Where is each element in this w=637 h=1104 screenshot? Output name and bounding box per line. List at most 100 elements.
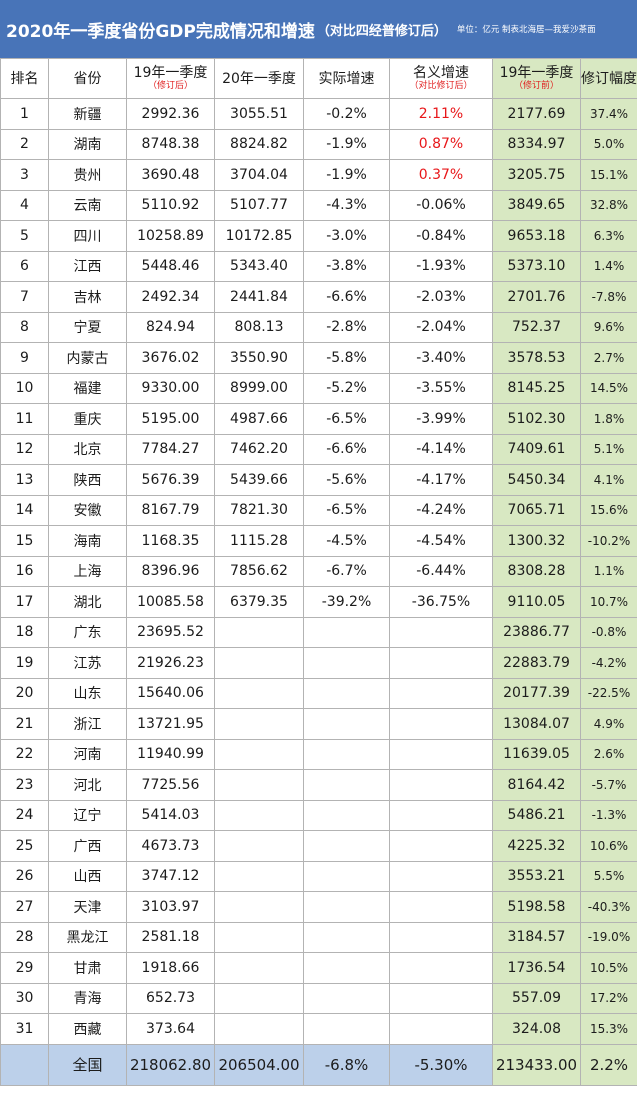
table-row: 2 湖南 8748.38 8824.82 -1.9% 0.87% 8334.97 5.0% xyxy=(0,128,637,160)
cell-rev: 6.3% xyxy=(580,220,637,252)
cell-rev: -4.2% xyxy=(580,647,637,679)
cell-gdp19: 8167.79 xyxy=(126,494,215,526)
cell-gdp19: 10085.58 xyxy=(126,586,215,618)
header-province: 省份 xyxy=(48,58,127,99)
cell-rev: 5.1% xyxy=(580,433,637,465)
cell-gdp19: 2992.36 xyxy=(126,98,215,130)
cell-rev: -7.8% xyxy=(580,281,637,313)
cell-orig: 7065.71 xyxy=(492,494,581,526)
gdp-table: 排名 省份 19年一季度 （修订后） 20年一季度 实际增速 名义增速 （对比修订后… xyxy=(0,58,637,1086)
cell-gdp20 xyxy=(214,799,304,831)
cell-rank: 3 xyxy=(0,159,49,191)
cell-province: 宁夏 xyxy=(48,311,127,343)
cell-gdp20 xyxy=(214,830,304,862)
cell-real xyxy=(303,891,390,923)
cell-gdp20 xyxy=(214,616,304,648)
cell-gdp19: 2581.18 xyxy=(126,921,215,953)
cell-real xyxy=(303,921,390,953)
cell-orig: 324.08 xyxy=(492,1013,581,1045)
header-nominal-growth: 名义增速 （对比修订后） xyxy=(389,58,493,99)
cell-rank: 20 xyxy=(0,677,49,709)
total-province: 全国 xyxy=(48,1043,127,1086)
table-row: 20 山东 15640.06 20177.39 -22.5% xyxy=(0,677,637,709)
cell-gdp19: 23695.52 xyxy=(126,616,215,648)
cell-province: 山东 xyxy=(48,677,127,709)
table-row: 5 四川 10258.89 10172.85 -3.0% -0.84% 9653.18 6.3… xyxy=(0,220,637,252)
table-row: 19 江苏 21926.23 22883.79 -4.2% xyxy=(0,647,637,679)
table-row: 9 内蒙古 3676.02 3550.90 -5.8% -3.40% 3578.53 2.7% xyxy=(0,342,637,374)
table-row: 28 黑龙江 2581.18 3184.57 -19.0% xyxy=(0,921,637,953)
cell-gdp19: 3690.48 xyxy=(126,159,215,191)
cell-gdp20: 3704.04 xyxy=(214,159,304,191)
cell-rev: 15.6% xyxy=(580,494,637,526)
cell-province: 山西 xyxy=(48,860,127,892)
cell-rev: 37.4% xyxy=(580,98,637,130)
total-rank xyxy=(0,1043,49,1086)
cell-rank: 1 xyxy=(0,98,49,130)
cell-rank: 18 xyxy=(0,616,49,648)
cell-rank: 23 xyxy=(0,769,49,801)
cell-province: 广西 xyxy=(48,830,127,862)
total-nominal: -5.30% xyxy=(389,1043,493,1086)
cell-rev: -10.2% xyxy=(580,525,637,557)
cell-gdp20: 6379.35 xyxy=(214,586,304,618)
cell-rank: 5 xyxy=(0,220,49,252)
table-row: 13 陕西 5676.39 5439.66 -5.6% -4.17% 5450.34 4.1% xyxy=(0,464,637,496)
cell-rev: 2.6% xyxy=(580,738,637,770)
header-gdp19: 19年一季度 （修订后） xyxy=(126,58,215,99)
cell-orig: 4225.32 xyxy=(492,830,581,862)
cell-nominal xyxy=(389,738,493,770)
table-row: 16 上海 8396.96 7856.62 -6.7% -6.44% 8308.28 1.1% xyxy=(0,555,637,587)
table-row: 27 天津 3103.97 5198.58 -40.3% xyxy=(0,891,637,923)
title-note: （对比四经普修订后） xyxy=(316,23,447,39)
cell-nominal: -3.40% xyxy=(389,342,493,374)
header-revision: 修订幅度 xyxy=(580,58,637,99)
table-row: 24 辽宁 5414.03 5486.21 -1.3% xyxy=(0,799,637,831)
cell-gdp19: 4673.73 xyxy=(126,830,215,862)
cell-gdp19: 9330.00 xyxy=(126,372,215,404)
cell-real xyxy=(303,1013,390,1045)
total-rev: 2.2% xyxy=(580,1043,637,1086)
table-row: 29 甘肃 1918.66 1736.54 10.5% xyxy=(0,952,637,984)
cell-rank: 7 xyxy=(0,281,49,313)
cell-nominal: -3.99% xyxy=(389,403,493,435)
cell-rev: 10.6% xyxy=(580,830,637,862)
total-gdp20: 206504.00 xyxy=(214,1043,304,1086)
cell-nominal xyxy=(389,830,493,862)
cell-rank: 17 xyxy=(0,586,49,618)
cell-rev: -0.8% xyxy=(580,616,637,648)
table-row: 3 贵州 3690.48 3704.04 -1.9% 0.37% 3205.75 15.1% xyxy=(0,159,637,191)
cell-gdp20: 2441.84 xyxy=(214,281,304,313)
cell-gdp20 xyxy=(214,1013,304,1045)
cell-real xyxy=(303,738,390,770)
cell-province: 北京 xyxy=(48,433,127,465)
cell-rank: 21 xyxy=(0,708,49,740)
cell-orig: 2177.69 xyxy=(492,98,581,130)
cell-orig: 5102.30 xyxy=(492,403,581,435)
cell-rank: 14 xyxy=(0,494,49,526)
cell-province: 江西 xyxy=(48,250,127,282)
cell-rank: 31 xyxy=(0,1013,49,1045)
cell-orig: 5373.10 xyxy=(492,250,581,282)
cell-gdp19: 15640.06 xyxy=(126,677,215,709)
cell-gdp20: 3055.51 xyxy=(214,98,304,130)
cell-gdp19: 8396.96 xyxy=(126,555,215,587)
cell-nominal: -0.06% xyxy=(389,189,493,221)
cell-nominal: -4.17% xyxy=(389,464,493,496)
cell-rev: 4.9% xyxy=(580,708,637,740)
cell-gdp20: 7856.62 xyxy=(214,555,304,587)
cell-rank: 22 xyxy=(0,738,49,770)
cell-gdp19: 3103.97 xyxy=(126,891,215,923)
cell-nominal: -2.03% xyxy=(389,281,493,313)
header-row: 排名 省份 19年一季度 （修订后） 20年一季度 实际增速 名义增速 （对比修订后… xyxy=(0,58,637,99)
cell-gdp20: 7462.20 xyxy=(214,433,304,465)
cell-gdp19: 824.94 xyxy=(126,311,215,343)
cell-orig: 1300.32 xyxy=(492,525,581,557)
cell-real: -5.6% xyxy=(303,464,390,496)
cell-rev: 5.0% xyxy=(580,128,637,160)
cell-orig: 3849.65 xyxy=(492,189,581,221)
cell-rev: -19.0% xyxy=(580,921,637,953)
cell-rank: 12 xyxy=(0,433,49,465)
cell-real: -3.8% xyxy=(303,250,390,282)
table-row: 14 安徽 8167.79 7821.30 -6.5% -4.24% 7065.71 15.6… xyxy=(0,494,637,526)
